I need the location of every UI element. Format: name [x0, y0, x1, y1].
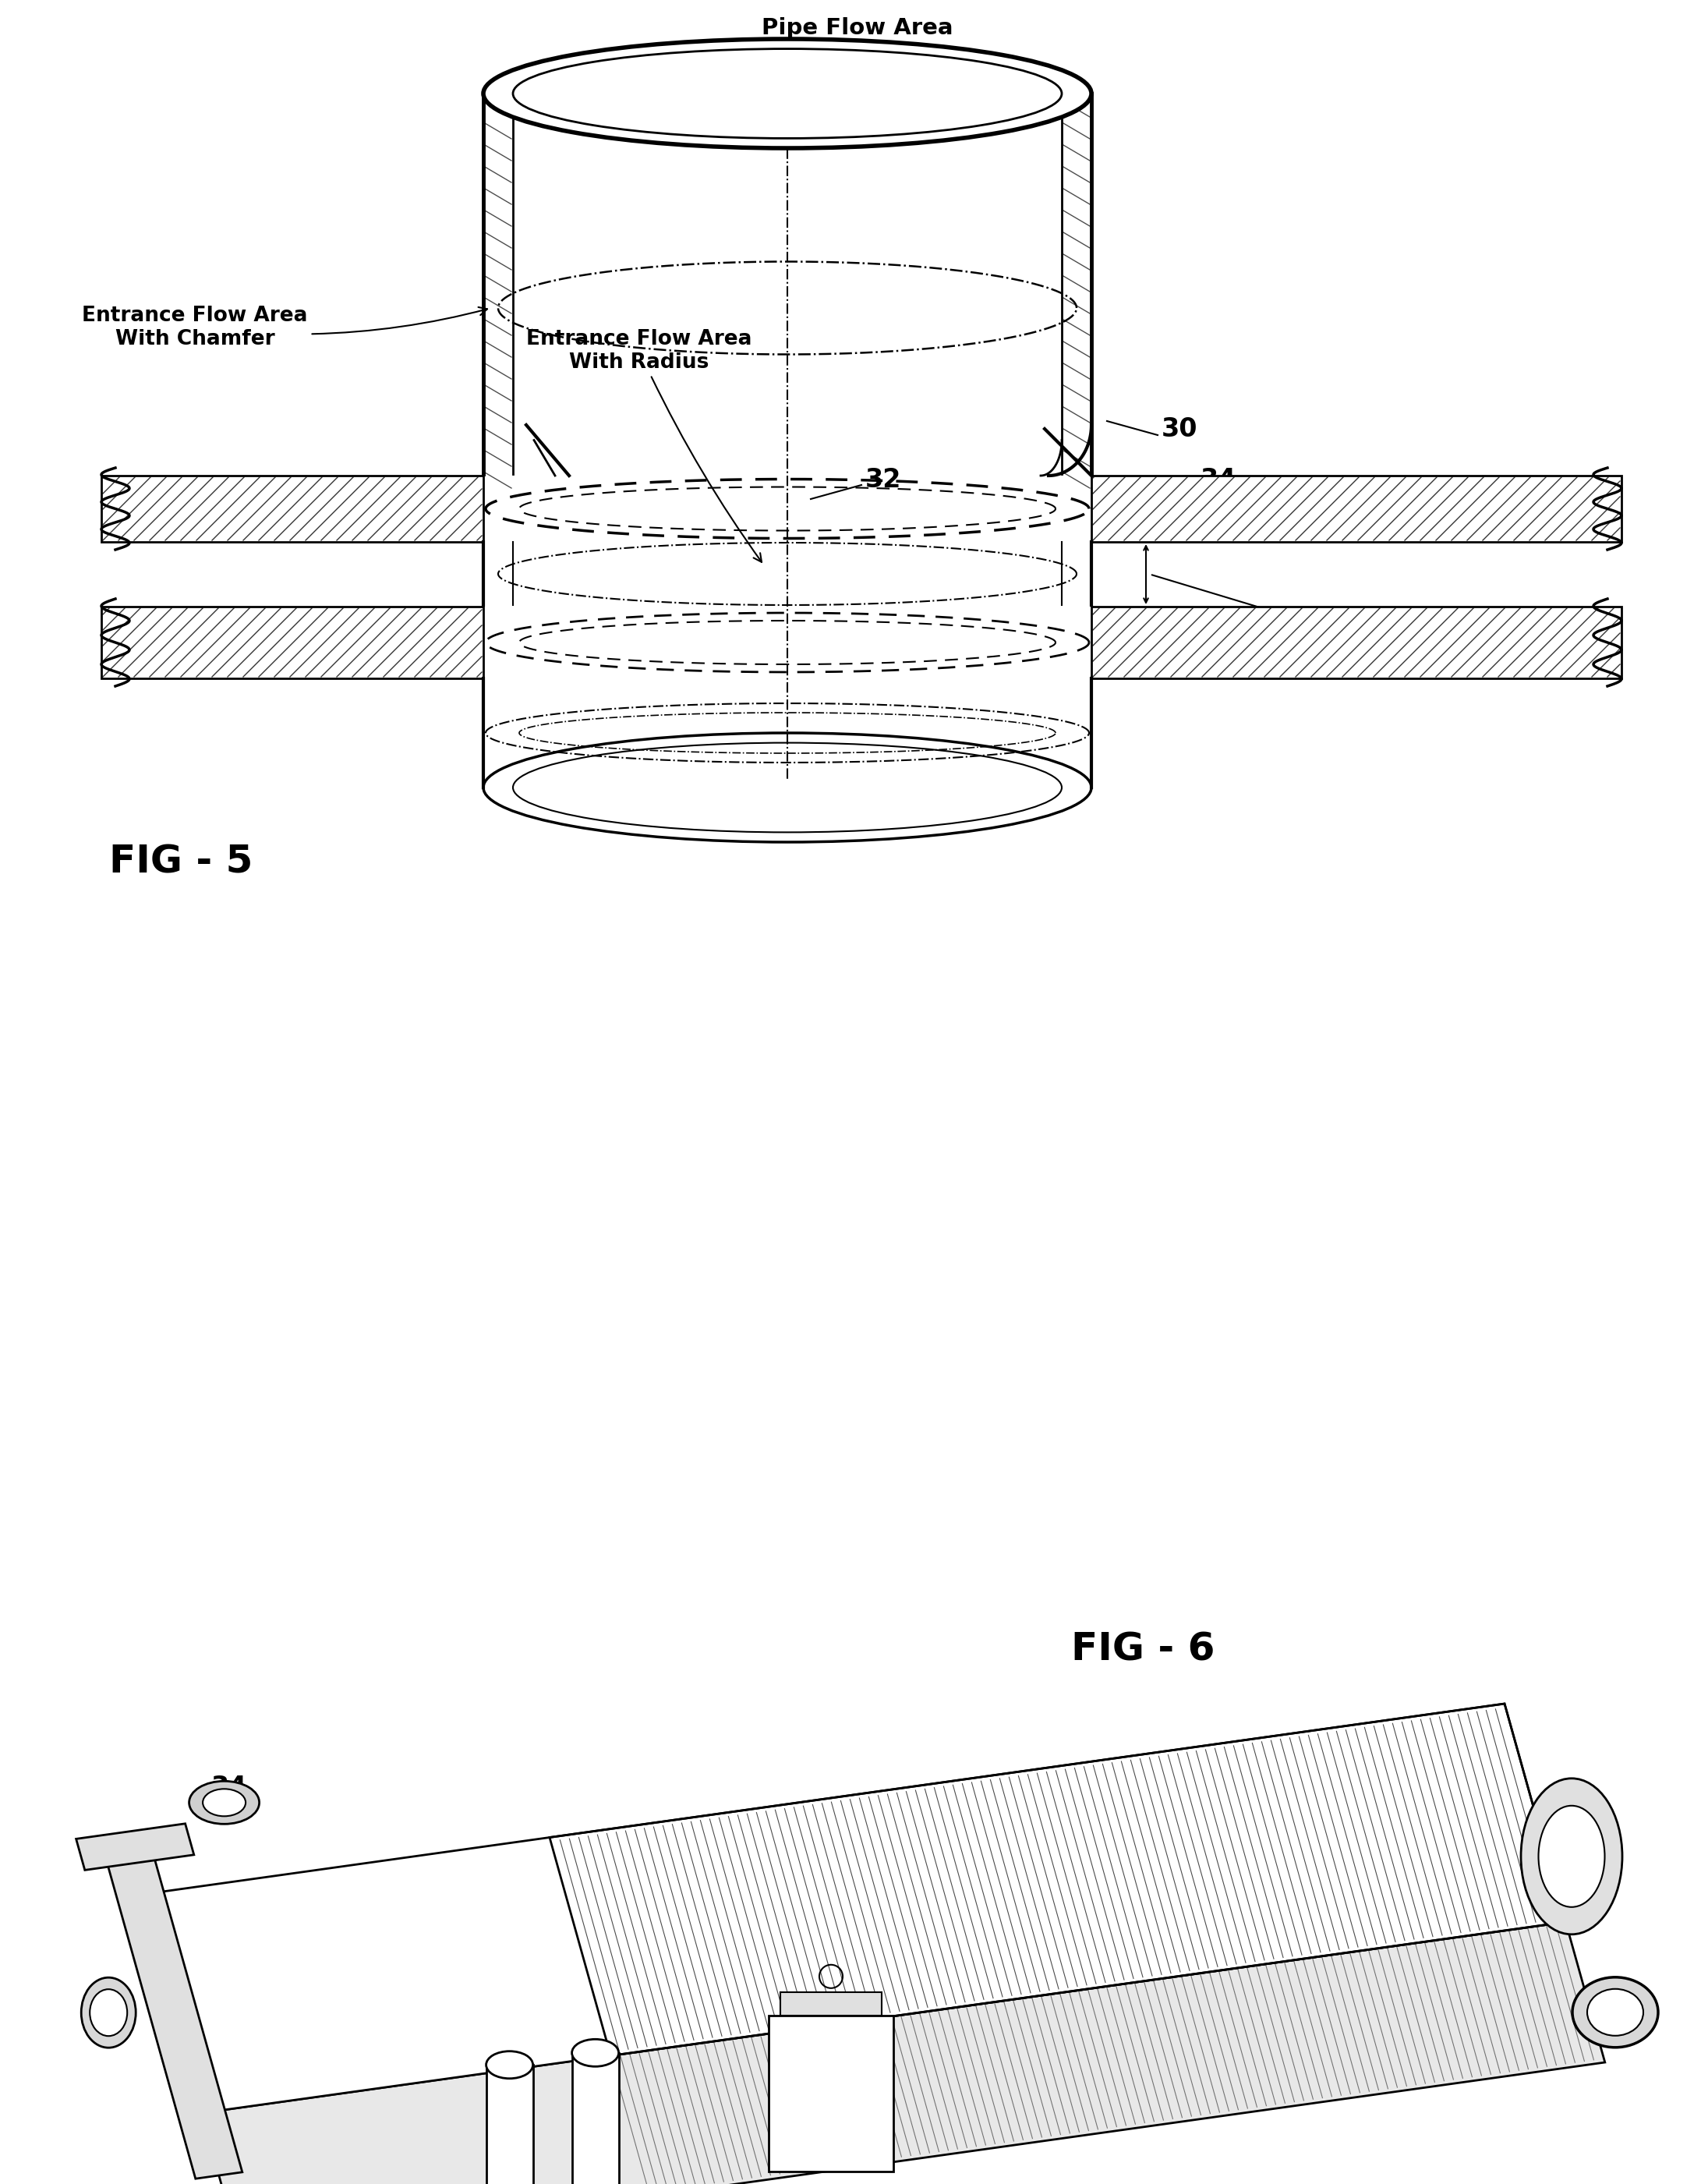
Polygon shape: [77, 1824, 194, 1870]
Polygon shape: [201, 1922, 1606, 2184]
Text: 32: 32: [866, 467, 902, 494]
Ellipse shape: [486, 2051, 532, 2079]
Text: 36: 36: [1090, 1902, 1128, 1928]
Text: 34: 34: [1201, 467, 1237, 494]
Text: 30: 30: [1162, 417, 1198, 441]
Ellipse shape: [189, 1782, 259, 1824]
Text: Stand-Off Ht.: Stand-Off Ht.: [1152, 574, 1417, 642]
Ellipse shape: [90, 1990, 128, 2035]
FancyBboxPatch shape: [102, 607, 483, 679]
FancyBboxPatch shape: [1092, 607, 1621, 679]
FancyBboxPatch shape: [102, 476, 483, 542]
Ellipse shape: [1538, 1806, 1604, 1907]
Ellipse shape: [82, 1977, 136, 2049]
Ellipse shape: [1572, 1977, 1658, 2046]
Text: Pipe Flow Area: Pipe Flow Area: [762, 17, 953, 70]
Ellipse shape: [1587, 1990, 1643, 2035]
Bar: [572, 2053, 619, 2184]
Bar: [769, 2016, 893, 2171]
Text: 34: 34: [211, 1773, 247, 1800]
Ellipse shape: [202, 1789, 245, 1817]
Polygon shape: [139, 1704, 1565, 2114]
Ellipse shape: [572, 2040, 619, 2066]
Polygon shape: [104, 1845, 242, 2180]
Text: Entrance Flow Area
With Chamfer: Entrance Flow Area With Chamfer: [82, 306, 486, 349]
FancyBboxPatch shape: [1092, 476, 1621, 542]
Bar: [486, 2064, 532, 2184]
Bar: [781, 1992, 881, 2016]
Text: FIG - 6: FIG - 6: [1072, 1631, 1215, 1669]
Text: FIG - 5: FIG - 5: [109, 843, 253, 880]
Text: Entrance Flow Area
With Radius: Entrance Flow Area With Radius: [526, 330, 762, 561]
Ellipse shape: [483, 39, 1092, 149]
Ellipse shape: [1521, 1778, 1623, 1935]
